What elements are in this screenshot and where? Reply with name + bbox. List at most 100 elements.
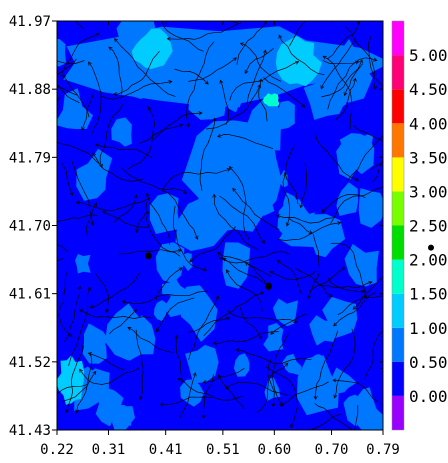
- streamline: [278, 35, 325, 76]
- contour-blob: [282, 353, 302, 376]
- stream-arrow: [258, 78, 263, 83]
- streamline: [364, 330, 383, 380]
- streamline: [57, 83, 80, 104]
- streamline: [118, 249, 182, 255]
- stream-arrow: [279, 402, 283, 407]
- contour-blob: [276, 100, 295, 130]
- streamline: [352, 276, 383, 310]
- streamline: [222, 251, 290, 264]
- streamline: [86, 202, 97, 238]
- streamline: [280, 381, 329, 407]
- stream-arrow: [192, 372, 197, 377]
- streamline: [62, 74, 90, 118]
- stream-arrow: [114, 38, 119, 43]
- y-tick-label: 41.70: [9, 219, 51, 235]
- stream-arrow: [46, 52, 49, 55]
- colorbar-label: 3.500: [409, 148, 448, 167]
- streamline: [57, 383, 89, 395]
- stream-arrow: [372, 86, 377, 91]
- streamline: [295, 268, 333, 298]
- streamline: [239, 307, 262, 339]
- stream-arrow: [194, 235, 199, 240]
- stream-arrow: [147, 106, 152, 111]
- colorbar-swatch: [392, 55, 404, 90]
- streamline: [337, 295, 383, 316]
- streamline: [151, 112, 202, 141]
- stream-arrow: [177, 377, 182, 382]
- streamline: [160, 168, 231, 194]
- colorbar-marker-dot: [428, 244, 434, 251]
- contour-region: [131, 28, 173, 69]
- streamline: [314, 403, 354, 430]
- colorbar: 0.000 0.500 1.000 1.500 2.000 2.500 3.000 3.500…: [391, 20, 448, 431]
- stream-arrow: [90, 221, 95, 226]
- stream-arrow: [13, 75, 16, 78]
- stream-arrow: [385, 96, 388, 99]
- x-tick-label: 0.41: [149, 442, 183, 458]
- stream-arrow: [333, 394, 338, 399]
- streamline: [277, 222, 341, 241]
- streamline: [357, 21, 358, 22]
- streamline: [57, 141, 99, 164]
- streamline: [146, 193, 171, 245]
- colorbar-swatch: [392, 191, 404, 226]
- stream-arrow: [105, 308, 109, 313]
- contour-blob: [357, 404, 383, 430]
- streamline: [333, 292, 376, 327]
- stream-arrow: [226, 167, 231, 172]
- stream-arrow: [290, 424, 294, 429]
- stream-arrow: [373, 57, 378, 62]
- stream-arrow: [75, 200, 80, 205]
- streamline: [219, 195, 265, 244]
- stream-arrow: [322, 55, 327, 60]
- stream-arrow: [215, 295, 219, 300]
- streamline: [277, 260, 302, 294]
- stream-arrow: [182, 189, 188, 194]
- contour-region: [263, 93, 280, 107]
- colorbar-label: 2.500: [409, 217, 448, 236]
- stream-arrow: [88, 61, 92, 66]
- stream-arrow: [93, 202, 97, 207]
- contour-blob: [155, 242, 185, 284]
- streamline: [321, 59, 363, 98]
- streamline: [95, 144, 153, 159]
- streamline: [57, 267, 58, 270]
- streamline: [161, 21, 204, 52]
- streamline: [217, 134, 274, 150]
- stream-arrow: [284, 362, 289, 367]
- contour-blob: [344, 244, 379, 287]
- streamline: [276, 215, 334, 224]
- streamline: [300, 163, 307, 208]
- streamline: [220, 80, 229, 125]
- streamline: [94, 272, 109, 313]
- streamline: [189, 226, 237, 262]
- stream-arrow: [328, 293, 333, 298]
- stream-arrow: [69, 191, 74, 196]
- streamline: [79, 367, 140, 385]
- stream-arrow: [145, 192, 150, 197]
- stream-arrow: [343, 91, 348, 97]
- stream-arrow: [79, 368, 83, 373]
- stream-arrow: [276, 214, 281, 219]
- stream-arrow: [62, 74, 67, 79]
- streamline: [57, 58, 77, 76]
- streamline: [173, 205, 207, 271]
- stream-arrow: [219, 79, 224, 84]
- contour-blob: [353, 135, 371, 156]
- streamline: [188, 57, 237, 82]
- streamline: [114, 38, 176, 97]
- stream-arrow: [295, 60, 300, 65]
- contour-blob: [305, 214, 346, 258]
- colorbar-swatch: [392, 157, 404, 192]
- streamline: [333, 379, 379, 403]
- streamline: [68, 287, 91, 366]
- streamline: [232, 188, 280, 230]
- streamline: [186, 41, 215, 127]
- streamline: [315, 330, 339, 400]
- stream-arrow: [18, 258, 21, 261]
- contour-blob: [106, 313, 134, 348]
- contour-blob: [358, 188, 383, 228]
- streamline: [57, 214, 98, 223]
- contour-blob: [312, 354, 327, 369]
- colorbar-swatch: [392, 89, 404, 124]
